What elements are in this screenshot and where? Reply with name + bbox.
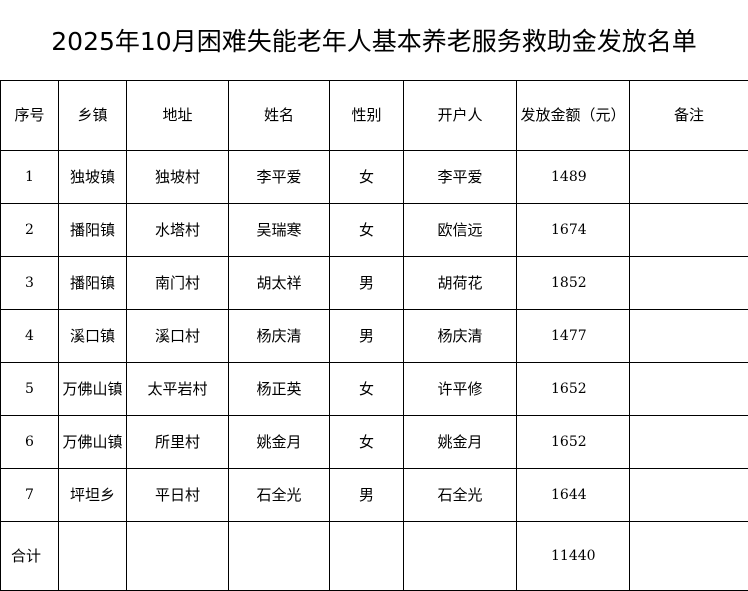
cell-name: 石全光 <box>229 469 330 522</box>
empty-cell <box>229 522 330 591</box>
cell-town: 播阳镇 <box>59 204 127 257</box>
cell-remark <box>630 416 748 469</box>
cell-amount: 1652 <box>517 363 630 416</box>
cell-seq: 6 <box>1 416 59 469</box>
cell-account-holder: 欧信远 <box>404 204 517 257</box>
cell-gender: 男 <box>330 310 404 363</box>
cell-account-holder: 杨庆清 <box>404 310 517 363</box>
header-town: 乡镇 <box>59 81 127 151</box>
cell-town: 万佛山镇 <box>59 416 127 469</box>
empty-cell <box>59 522 127 591</box>
cell-name: 胡太祥 <box>229 257 330 310</box>
total-amount: 11440 <box>517 522 630 591</box>
header-name: 姓名 <box>229 81 330 151</box>
cell-seq: 4 <box>1 310 59 363</box>
cell-address: 太平岩村 <box>127 363 229 416</box>
empty-cell <box>404 522 517 591</box>
cell-remark <box>630 310 748 363</box>
cell-remark <box>630 151 748 204</box>
cell-address: 南门村 <box>127 257 229 310</box>
cell-gender: 女 <box>330 151 404 204</box>
cell-amount: 1644 <box>517 469 630 522</box>
cell-amount: 1674 <box>517 204 630 257</box>
cell-remark <box>630 363 748 416</box>
header-address: 地址 <box>127 81 229 151</box>
header-gender: 性别 <box>330 81 404 151</box>
header-remark: 备注 <box>630 81 748 151</box>
cell-gender: 男 <box>330 469 404 522</box>
cell-amount: 1489 <box>517 151 630 204</box>
empty-cell <box>630 522 748 591</box>
cell-remark <box>630 469 748 522</box>
cell-amount: 1477 <box>517 310 630 363</box>
cell-gender: 男 <box>330 257 404 310</box>
cell-town: 独坡镇 <box>59 151 127 204</box>
total-label: 合计 <box>1 522 59 591</box>
cell-name: 李平爱 <box>229 151 330 204</box>
cell-remark <box>630 257 748 310</box>
cell-seq: 5 <box>1 363 59 416</box>
cell-address: 溪口村 <box>127 310 229 363</box>
cell-town: 溪口镇 <box>59 310 127 363</box>
header-seq: 序号 <box>1 81 59 151</box>
cell-name: 吴瑞寒 <box>229 204 330 257</box>
cell-name: 杨正英 <box>229 363 330 416</box>
cell-town: 播阳镇 <box>59 257 127 310</box>
cell-account-holder: 李平爱 <box>404 151 517 204</box>
cell-remark <box>630 204 748 257</box>
cell-account-holder: 石全光 <box>404 469 517 522</box>
header-account-holder: 开户人 <box>404 81 517 151</box>
cell-seq: 1 <box>1 151 59 204</box>
cell-gender: 女 <box>330 416 404 469</box>
cell-amount: 1852 <box>517 257 630 310</box>
cell-address: 水塔村 <box>127 204 229 257</box>
cell-account-holder: 胡荷花 <box>404 257 517 310</box>
cell-account-holder: 姚金月 <box>404 416 517 469</box>
cell-account-holder: 许平修 <box>404 363 517 416</box>
header-amount: 发放金额（元） <box>517 81 630 151</box>
empty-cell <box>330 522 404 591</box>
cell-seq: 3 <box>1 257 59 310</box>
cell-name: 姚金月 <box>229 416 330 469</box>
cell-address: 所里村 <box>127 416 229 469</box>
cell-town: 万佛山镇 <box>59 363 127 416</box>
cell-gender: 女 <box>330 363 404 416</box>
cell-seq: 7 <box>1 469 59 522</box>
cell-amount: 1652 <box>517 416 630 469</box>
cell-seq: 2 <box>1 204 59 257</box>
page-title: 2025年10月困难失能老年人基本养老服务救助金发放名单 <box>0 0 748 80</box>
header-row: 序号乡镇地址姓名性别开户人发放金额（元）备注 <box>1 81 748 151</box>
cell-address: 平日村 <box>127 469 229 522</box>
cell-gender: 女 <box>330 204 404 257</box>
cell-name: 杨庆清 <box>229 310 330 363</box>
total-row: 合计 11440 <box>1 522 748 591</box>
cell-town: 坪坦乡 <box>59 469 127 522</box>
cell-address: 独坡村 <box>127 151 229 204</box>
empty-cell <box>127 522 229 591</box>
